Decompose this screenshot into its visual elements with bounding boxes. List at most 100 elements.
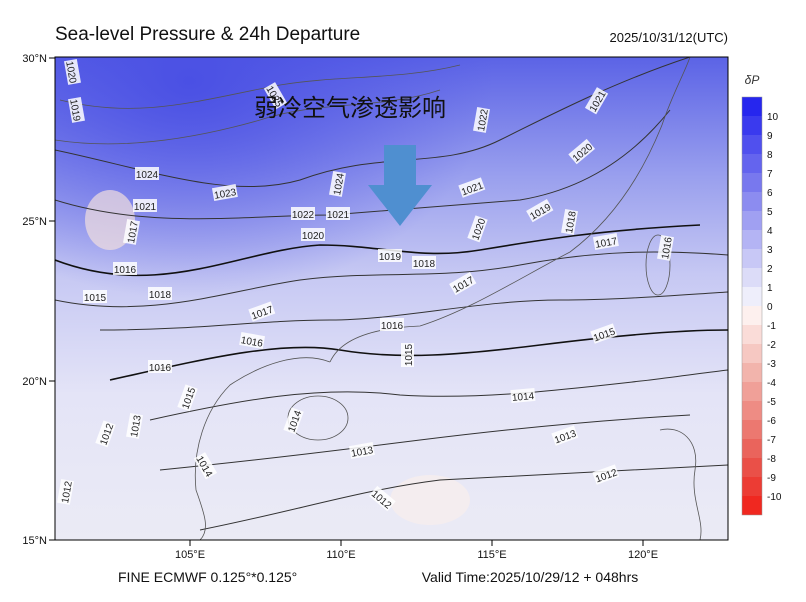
colorbar-box xyxy=(742,325,762,344)
y-tick-label: 15°N xyxy=(22,535,47,547)
contour-label-bg xyxy=(126,412,143,439)
colorbar-label: -7 xyxy=(767,435,776,446)
contour-label-bg xyxy=(378,249,402,262)
colorbar-box xyxy=(742,211,762,230)
contour-label: 1016 xyxy=(381,321,404,332)
contour-label: 1024 xyxy=(332,172,347,196)
contour-label: 1013 xyxy=(129,414,144,438)
colorbar-box xyxy=(742,363,762,382)
contour-label-bg xyxy=(113,262,137,275)
contour-label-bg xyxy=(239,332,266,349)
colorbar-label: 1 xyxy=(767,283,773,294)
contour-label-bg xyxy=(401,343,414,367)
map xyxy=(55,57,728,540)
contour-label-bg xyxy=(510,387,536,404)
contour-label-bg xyxy=(380,318,404,331)
contour-label-bg xyxy=(368,485,396,512)
contour-label-bg xyxy=(657,234,674,261)
contour-label: 1015 xyxy=(404,343,415,366)
contour-label-bg xyxy=(211,184,238,201)
colorbar-label: -4 xyxy=(767,378,776,389)
y-tick-label: 30°N xyxy=(22,53,47,65)
colorbar-label: -5 xyxy=(767,397,776,408)
colorbar-label: -8 xyxy=(767,454,776,465)
colorbar-title: δP xyxy=(745,73,760,87)
contour-label-bg xyxy=(592,464,620,485)
contour-label-bg xyxy=(590,323,618,344)
contour-label-bg xyxy=(57,478,74,505)
contour-label-bg xyxy=(412,256,436,269)
colorbar-box xyxy=(742,477,762,496)
colorbar-box xyxy=(742,268,762,287)
title: Sea-level Pressure & 24h Departure xyxy=(55,24,360,45)
contour-label: 1016 xyxy=(240,335,264,350)
contour-label: 1017 xyxy=(594,236,618,251)
contour-label-bg xyxy=(326,207,350,220)
contour-label: 1016 xyxy=(149,363,172,374)
contour-label-bg xyxy=(467,215,488,243)
contour-label-bg xyxy=(148,360,172,373)
contour-label-bg xyxy=(177,384,198,412)
contour-label-bg xyxy=(329,170,346,197)
contour-label-bg xyxy=(551,425,579,446)
y-tick-label: 25°N xyxy=(22,216,47,228)
time: 2025/10/31/12(UTC) xyxy=(609,30,728,45)
contour-label: 1016 xyxy=(114,265,137,276)
colorbar-label: 3 xyxy=(767,245,773,256)
colorbar-label: -9 xyxy=(767,473,776,484)
contour-label: 1015 xyxy=(84,293,107,304)
colorbar-label: -6 xyxy=(767,416,776,427)
colorbar-box xyxy=(742,249,762,268)
contour-label: 1017 xyxy=(126,220,141,244)
arrow xyxy=(368,145,432,226)
colorbar-box xyxy=(742,154,762,173)
contour-label: 1020 xyxy=(63,60,78,84)
contour-label-bg xyxy=(135,167,159,180)
colorbar-box xyxy=(742,382,762,401)
contour-label-bg xyxy=(592,233,619,250)
contour-label-bg xyxy=(473,106,490,133)
contour-label: 1024 xyxy=(136,170,159,181)
contour-label: 1021 xyxy=(327,210,350,221)
colorbar-label: 2 xyxy=(767,264,773,275)
colorbar-box xyxy=(742,420,762,439)
contour-label: 1023 xyxy=(213,187,237,202)
contour-label-bg xyxy=(83,290,107,303)
contour-label-bg xyxy=(291,207,315,220)
colorbar-label: 7 xyxy=(767,169,773,180)
contour-label: 1021 xyxy=(134,202,157,213)
footer-right: Valid Time:2025/10/29/12 + 048hrs xyxy=(422,569,639,585)
contour-label: 1018 xyxy=(564,210,579,234)
contour-label-bg xyxy=(133,199,157,212)
contour-label-bg xyxy=(123,218,140,245)
contour-label: 1022 xyxy=(476,108,491,132)
colorbar-box xyxy=(742,344,762,363)
contour-label-bg xyxy=(584,87,609,115)
colorbar-box xyxy=(742,135,762,154)
colorbar-box xyxy=(742,116,762,135)
colorbar-box xyxy=(742,173,762,192)
contour-label: 1016 xyxy=(660,236,675,260)
colorbar-label: -2 xyxy=(767,340,776,351)
contour-label: 1022 xyxy=(292,210,315,221)
footer-left: FINE ECMWF 0.125°*0.125° xyxy=(118,569,297,585)
colorbar-label: -1 xyxy=(767,321,776,332)
contour-label-bg xyxy=(449,271,477,296)
colorbar-box xyxy=(742,439,762,458)
contour-label-bg xyxy=(348,442,375,459)
contour-label-bg xyxy=(561,208,578,235)
contour-label-bg xyxy=(248,301,276,322)
contour-label: 1019 xyxy=(67,98,82,122)
colorbar-box xyxy=(742,496,762,515)
colorbar-label: 9 xyxy=(767,131,773,142)
contour-label: 1018 xyxy=(149,290,172,301)
colorbar-box xyxy=(742,192,762,211)
annotation: 弱冷空气渗透影响 xyxy=(254,95,446,122)
x-tick-label: 120°E xyxy=(628,549,658,561)
contour-label: 1020 xyxy=(302,231,325,242)
colorbar-label: 4 xyxy=(767,226,773,237)
colorbar-frame xyxy=(741,96,763,516)
contour-label: 1012 xyxy=(60,480,75,504)
